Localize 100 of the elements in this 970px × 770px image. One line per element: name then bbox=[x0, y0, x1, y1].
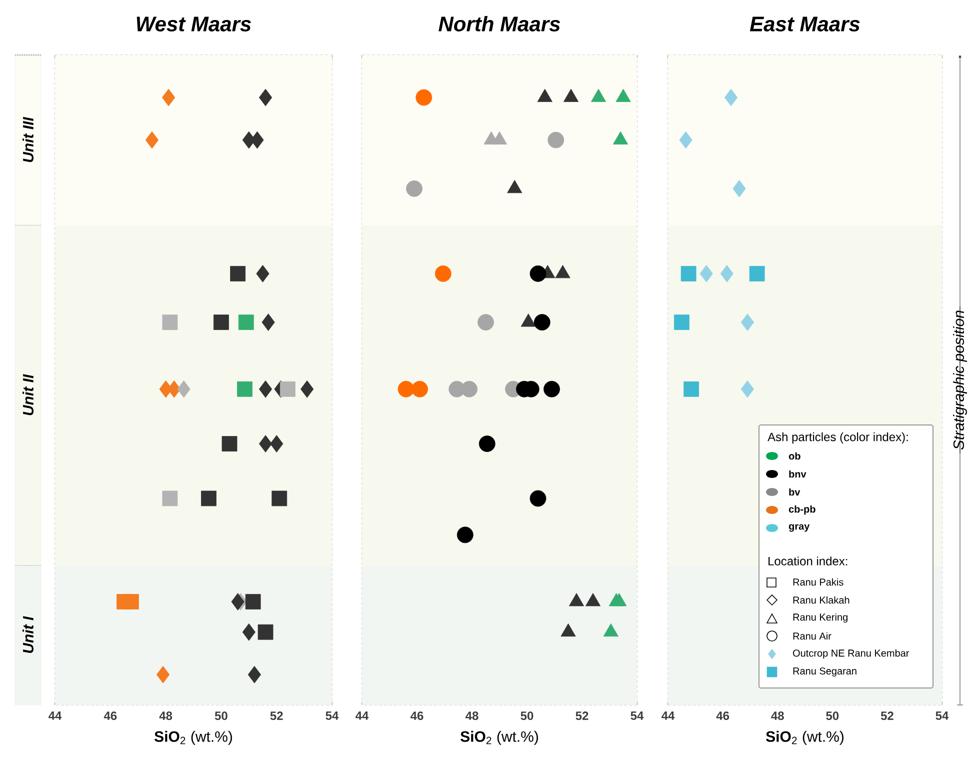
x-axis-title: SiO$_{2}$ (wt.%) bbox=[766, 730, 844, 745]
point bbox=[478, 314, 494, 330]
point bbox=[563, 88, 579, 102]
annotation: Location index: bbox=[768, 556, 848, 566]
point bbox=[740, 314, 754, 331]
point bbox=[245, 594, 261, 610]
chart-title: West Maars bbox=[136, 16, 251, 32]
x-tick-label: 46 bbox=[410, 712, 424, 720]
x-tick-label: 48 bbox=[466, 712, 478, 720]
annotation: Ranu Klakah bbox=[793, 596, 850, 604]
point bbox=[258, 435, 272, 452]
point bbox=[256, 264, 270, 282]
point bbox=[222, 436, 238, 452]
x-axis-title: SiO$_{2}$ (wt.%) bbox=[460, 730, 538, 745]
annotation: gray bbox=[788, 524, 810, 532]
point bbox=[162, 88, 176, 106]
legend-title: Ash particles (color index): bbox=[768, 432, 908, 444]
band-label: Unit III bbox=[22, 116, 34, 162]
point bbox=[555, 264, 570, 278]
x-tick-label: 54 bbox=[630, 712, 644, 720]
point bbox=[242, 623, 256, 641]
point bbox=[237, 381, 252, 397]
point bbox=[507, 180, 522, 194]
x-tick-label: 48 bbox=[159, 712, 172, 720]
point bbox=[732, 180, 746, 198]
point bbox=[680, 266, 696, 282]
point bbox=[740, 380, 754, 398]
point bbox=[272, 490, 288, 506]
point bbox=[406, 180, 422, 197]
point bbox=[674, 314, 690, 330]
point bbox=[684, 381, 699, 397]
point bbox=[530, 265, 546, 282]
x-tick-label: 50 bbox=[826, 712, 839, 720]
point bbox=[398, 380, 414, 398]
chart-title: East Maars bbox=[750, 16, 860, 32]
point bbox=[201, 490, 216, 506]
x-tick-label: 54 bbox=[936, 712, 949, 720]
point bbox=[749, 266, 765, 282]
y-axis-title: Stratigraphic position bbox=[953, 310, 967, 450]
annotation: cb-pb bbox=[788, 505, 816, 515]
point bbox=[230, 266, 246, 282]
point bbox=[300, 380, 314, 398]
x-tick-label: 46 bbox=[104, 712, 117, 720]
point bbox=[177, 380, 190, 398]
band-label: Unit II bbox=[22, 374, 34, 416]
x-tick-label: 44 bbox=[662, 712, 675, 720]
point bbox=[280, 381, 296, 397]
point bbox=[724, 88, 738, 106]
x-tick-label: 44 bbox=[356, 712, 369, 720]
x-tick-label: 52 bbox=[270, 712, 283, 720]
annotation: Ranu Pakis bbox=[793, 578, 844, 586]
point bbox=[162, 490, 178, 506]
x-tick-label: 52 bbox=[576, 712, 588, 720]
point bbox=[162, 314, 178, 330]
x-axis-title: SiO$_{2}$ (wt.%) bbox=[154, 730, 232, 745]
annotation: ob bbox=[788, 452, 800, 460]
x-tick-label: 50 bbox=[520, 712, 534, 720]
point bbox=[461, 380, 478, 398]
point bbox=[168, 380, 181, 398]
point bbox=[679, 131, 692, 149]
point bbox=[214, 314, 229, 330]
point bbox=[456, 526, 474, 544]
legend-label: Ranu Segaran bbox=[793, 667, 856, 677]
annotation: Ranu Kering bbox=[793, 613, 848, 623]
point bbox=[238, 314, 254, 330]
point bbox=[248, 666, 262, 684]
point bbox=[720, 264, 734, 282]
point bbox=[700, 264, 713, 282]
x-tick-label: 46 bbox=[716, 712, 730, 720]
x-tick-label: 50 bbox=[214, 712, 228, 720]
point bbox=[590, 88, 606, 102]
point bbox=[434, 265, 452, 282]
point bbox=[156, 666, 170, 684]
point bbox=[145, 131, 159, 149]
point bbox=[270, 435, 284, 452]
chart-title: North Maars bbox=[438, 16, 560, 32]
x-tick-label: 48 bbox=[771, 712, 784, 720]
band-label: Unit I bbox=[22, 616, 34, 653]
point bbox=[262, 314, 275, 331]
point bbox=[612, 131, 628, 144]
point bbox=[123, 594, 139, 610]
point bbox=[616, 88, 631, 102]
annotation: bnv bbox=[789, 470, 806, 478]
point bbox=[258, 380, 272, 398]
point bbox=[412, 380, 428, 398]
point bbox=[530, 490, 546, 507]
annotation: Ranu Air bbox=[793, 632, 832, 640]
x-tick-label: 44 bbox=[48, 712, 62, 720]
x-tick-label: 52 bbox=[880, 712, 894, 720]
point bbox=[478, 436, 496, 452]
annotation: bv bbox=[789, 488, 800, 496]
point bbox=[537, 88, 552, 102]
point bbox=[544, 380, 560, 398]
point bbox=[534, 314, 550, 330]
x-tick-label: 54 bbox=[326, 712, 339, 720]
point bbox=[258, 88, 272, 106]
point bbox=[492, 131, 508, 144]
point bbox=[231, 593, 244, 610]
legend-label: Outcrop NE Ranu Kembar bbox=[793, 649, 910, 659]
point bbox=[520, 314, 536, 327]
